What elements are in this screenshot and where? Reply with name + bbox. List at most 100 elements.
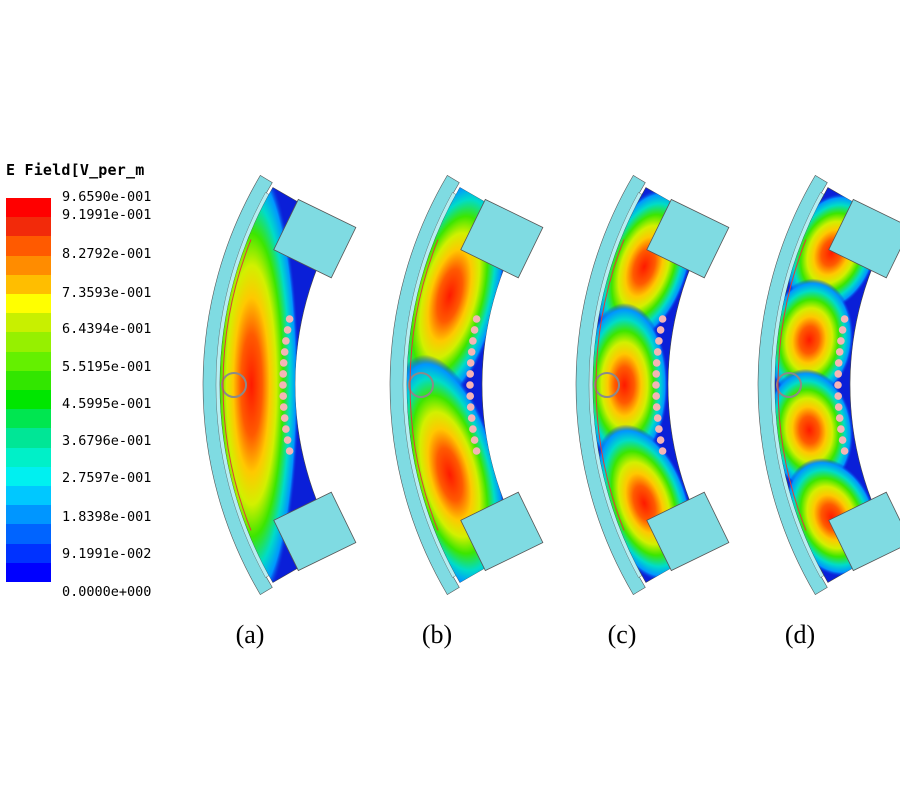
legend-swatch [6,390,51,410]
edge-trace [222,239,252,531]
field-plot-c [568,165,738,605]
legend-tick-label: 4.5995e-001 [62,396,152,412]
legend-swatch [6,274,51,295]
legend-tick-label: 3.6796e-001 [62,433,152,449]
via-dot [466,392,474,400]
edge-trace [595,239,625,531]
legend-swatch [6,351,51,372]
via-dot [466,370,474,378]
feed-block [273,198,357,279]
via-dot [279,370,287,378]
field-hotspot [774,278,854,402]
legend-swatch [6,562,51,583]
via-dot [469,337,477,345]
via-dot [834,370,842,378]
via-dot [285,315,294,323]
legend-swatch [6,198,51,218]
via-dot [472,447,481,455]
legend-swatch [6,409,51,429]
via-dot [837,425,845,433]
via-dot [653,414,662,422]
feed-block [460,491,544,572]
legend-tick-label: 8.2792e-001 [62,246,152,262]
via-dot [280,414,289,422]
legend-tick-label: 0.0000e+000 [62,584,152,600]
via-dot [834,359,843,367]
coupling-loop [408,372,434,398]
via-dot [652,392,660,400]
via-dot [280,348,289,356]
via-dot [470,326,479,334]
via-dot [652,381,660,389]
via-dot [656,326,665,334]
field-plot-a [195,165,365,605]
via-dot [472,315,481,323]
via-dot [279,359,288,367]
legend-swatch [6,313,51,333]
via-dot [467,414,476,422]
via-dot [466,403,475,411]
legend-swatch [6,255,51,276]
edge-trace [777,239,807,531]
via-dot [279,392,287,400]
legend-swatch [6,466,51,487]
legend-tick-label: 1.8398e-001 [62,509,152,525]
legend-swatch [6,428,51,449]
feed-block [460,198,544,279]
feed-block [828,198,900,279]
legend-swatch [6,486,51,506]
via-dot [834,403,843,411]
field-hotspot [592,303,669,467]
via-dot [466,381,474,389]
legend-tick-label: 2.7597e-001 [62,470,152,486]
via-dot [658,447,667,455]
caption-a: (a) [235,620,265,649]
via-dot [840,315,849,323]
legend-swatch [6,370,51,391]
legend-tick-label: 7.3593e-001 [62,285,152,301]
legend-tick-label: 5.5195e-001 [62,359,152,375]
field-plot-c-svg [575,174,730,596]
via-dot [652,359,661,367]
feed-block [828,491,900,572]
legend-swatch [6,505,51,525]
via-dot [282,337,290,345]
legend-tick-label: 9.6590e-001 [62,189,152,205]
via-dot [282,425,290,433]
via-dot [285,447,294,455]
legend-swatch [6,294,51,314]
via-dot [469,425,477,433]
via-dot [652,370,660,378]
feed-block [646,491,730,572]
via-dot [840,447,849,455]
via-dot [655,425,663,433]
coupling-loop [594,372,620,398]
legend-swatch [6,332,51,353]
via-dot [467,348,476,356]
via-dot [837,337,845,345]
color-legend: E Field[V_per_m 9.6590e-001 9.1991e-001 8.… [0,155,190,605]
field-plot-d-svg [757,174,900,596]
legend-tick-label: 9.1991e-002 [62,546,152,562]
via-dot [834,392,842,400]
caption-d: (d) [784,620,816,649]
via-dot [835,414,844,422]
via-dot [283,436,292,444]
legend-tick-label: 9.1991e-001 [62,207,152,223]
legend-title: E Field[V_per_m [6,161,145,179]
feed-block [273,491,357,572]
coupling-loop [776,372,802,398]
legend-swatch [6,236,51,257]
field-plot-d [750,165,900,605]
legend-swatch [6,217,51,237]
coupling-loop [221,372,247,398]
via-dot [835,348,844,356]
via-dot [279,381,287,389]
legend-tick-label: 6.4394e-001 [62,321,152,337]
via-dot [838,326,847,334]
field-plot-b [382,165,552,605]
via-dot [466,359,475,367]
via-dot [470,436,479,444]
via-dot [838,436,847,444]
legend-swatch [6,524,51,545]
